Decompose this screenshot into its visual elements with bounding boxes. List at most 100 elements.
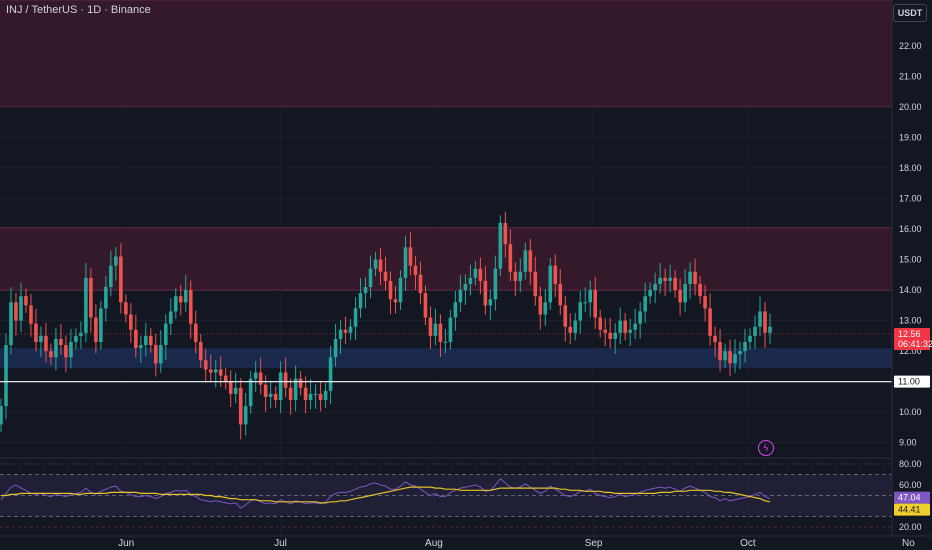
candle[interactable]	[708, 293, 712, 346]
candle[interactable]	[488, 289, 493, 321]
candle[interactable]	[343, 316, 348, 345]
candle[interactable]	[458, 275, 463, 312]
candle[interactable]	[89, 268, 93, 333]
candle[interactable]	[248, 370, 253, 414]
candle[interactable]	[288, 378, 293, 415]
candle-body[interactable]	[508, 244, 513, 272]
candle-body[interactable]	[29, 305, 33, 324]
candle[interactable]	[478, 257, 483, 295]
candle[interactable]	[173, 288, 178, 320]
candle-body[interactable]	[89, 277, 93, 318]
candle-body[interactable]	[283, 372, 288, 388]
candle[interactable]	[39, 326, 43, 357]
candle[interactable]	[443, 328, 448, 354]
candle[interactable]	[683, 268, 687, 312]
candle-body[interactable]	[638, 311, 642, 324]
candle-body[interactable]	[678, 290, 682, 303]
candle[interactable]	[428, 306, 433, 349]
rsi-pane[interactable]	[0, 457, 932, 528]
candle[interactable]	[34, 308, 38, 352]
candle[interactable]	[598, 309, 603, 338]
candle[interactable]	[618, 307, 622, 345]
candle[interactable]	[74, 328, 78, 350]
candle-body[interactable]	[428, 317, 433, 336]
candle-body[interactable]	[553, 265, 558, 284]
candle-body[interactable]	[603, 329, 608, 333]
candle-body[interactable]	[44, 335, 48, 352]
candle-body[interactable]	[558, 283, 563, 306]
candle[interactable]	[648, 282, 652, 304]
candle-body[interactable]	[109, 265, 113, 288]
candle[interactable]	[483, 265, 488, 315]
candle-body[interactable]	[233, 387, 238, 394]
candle-body[interactable]	[228, 381, 233, 394]
candle-body[interactable]	[418, 274, 423, 294]
candle-body[interactable]	[333, 338, 338, 358]
candle-body[interactable]	[64, 345, 68, 358]
candle[interactable]	[198, 334, 203, 368]
candle[interactable]	[44, 322, 48, 363]
candle[interactable]	[568, 313, 573, 345]
candle-body[interactable]	[698, 283, 702, 297]
candle[interactable]	[373, 251, 378, 277]
candle-body[interactable]	[114, 256, 118, 266]
candle[interactable]	[583, 287, 588, 312]
candle-body[interactable]	[393, 299, 398, 303]
candle-body[interactable]	[14, 302, 18, 321]
candle[interactable]	[403, 236, 408, 291]
candle-body[interactable]	[533, 271, 538, 297]
candle[interactable]	[668, 264, 672, 293]
candle-body[interactable]	[303, 387, 308, 400]
candle[interactable]	[139, 335, 143, 364]
candle[interactable]	[633, 308, 637, 340]
candle-body[interactable]	[153, 345, 158, 364]
candle-body[interactable]	[358, 293, 363, 309]
candle-body[interactable]	[363, 287, 368, 294]
candle-body[interactable]	[433, 323, 438, 336]
candle-body[interactable]	[104, 287, 108, 309]
candle-body[interactable]	[643, 296, 647, 312]
price-axis[interactable]: 9.00 10.00 11.00 12.00 13.00 14.00 15.00 16.00 1…	[891, 0, 932, 550]
candle-body[interactable]	[198, 341, 203, 361]
candle-body[interactable]	[448, 317, 453, 342]
candle[interactable]	[728, 339, 732, 377]
candle[interactable]	[19, 283, 23, 332]
lightning-icon[interactable]: ϟ	[758, 440, 774, 456]
candle[interactable]	[99, 300, 103, 350]
candle[interactable]	[79, 321, 83, 349]
candle[interactable]	[723, 343, 727, 368]
candle[interactable]	[553, 254, 558, 298]
candle-body[interactable]	[258, 372, 263, 385]
candle[interactable]	[84, 262, 88, 343]
candle[interactable]	[9, 287, 13, 355]
candle[interactable]	[54, 327, 58, 371]
candle-body[interactable]	[19, 296, 23, 321]
candle-body[interactable]	[263, 384, 268, 397]
candle-body[interactable]	[403, 247, 408, 278]
candle-body[interactable]	[463, 283, 468, 291]
candle-body[interactable]	[628, 329, 632, 333]
candle[interactable]	[208, 354, 213, 382]
rsi-line[interactable]	[0, 477, 771, 509]
candle-body[interactable]	[84, 277, 88, 333]
candle[interactable]	[178, 284, 183, 316]
candle-body[interactable]	[59, 338, 63, 346]
candle-body[interactable]	[328, 357, 333, 391]
candle-body[interactable]	[99, 308, 103, 342]
candle-body[interactable]	[0, 406, 3, 425]
candle-body[interactable]	[268, 393, 273, 397]
candle-body[interactable]	[718, 341, 722, 361]
candle[interactable]	[743, 328, 747, 363]
candle-body[interactable]	[753, 326, 757, 336]
candle-body[interactable]	[648, 290, 652, 297]
candle[interactable]	[114, 247, 118, 281]
candle-body[interactable]	[158, 345, 163, 364]
candle[interactable]	[383, 256, 388, 291]
candle[interactable]	[183, 275, 188, 312]
candle-body[interactable]	[183, 290, 188, 303]
candle-body[interactable]	[9, 302, 13, 346]
candle[interactable]	[698, 276, 702, 304]
candle[interactable]	[338, 320, 343, 354]
candle-body[interactable]	[673, 277, 677, 291]
